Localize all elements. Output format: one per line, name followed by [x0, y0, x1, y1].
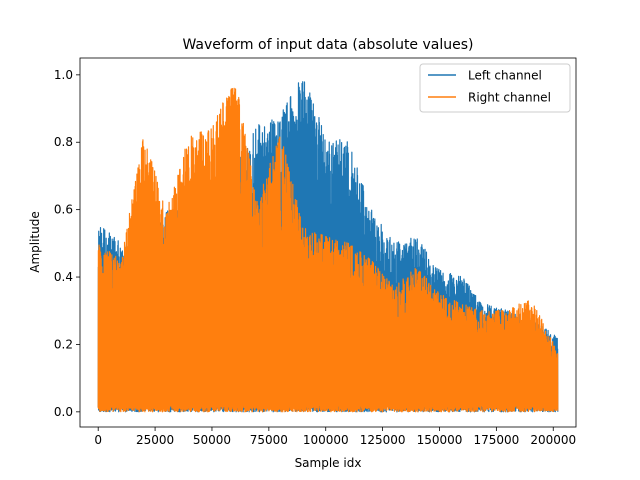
legend: Left channel Right channel: [419, 63, 571, 113]
x-tick-label: 50000: [193, 433, 231, 447]
x-tick-label: 0: [94, 433, 102, 447]
x-axis: 0 25000 50000 75000 100000 125000 150000 175000…: [94, 427, 576, 447]
chart-title: Waveform of input data (absolute values): [182, 37, 473, 53]
legend-label-left-channel: Left channel: [468, 69, 542, 83]
y-tick-label: 0.2: [54, 337, 73, 351]
x-tick-label: 100000: [303, 433, 349, 447]
axes-frame: [79, 57, 577, 428]
x-tick-label: 175000: [473, 433, 519, 447]
y-tick-label: 0.6: [54, 203, 73, 217]
series-line-right-channel: [97, 87, 559, 413]
x-tick-label: 200000: [530, 433, 576, 447]
legend-box: [419, 63, 571, 113]
y-axis-label: Amplitude: [28, 211, 42, 273]
y-tick-label: 0.0: [54, 405, 73, 419]
y-tick-label: 0.8: [54, 135, 73, 149]
x-tick-label: 125000: [360, 433, 406, 447]
legend-label-right-channel: Right channel: [468, 91, 551, 105]
x-tick-label: 25000: [136, 433, 174, 447]
x-axis-label: Sample idx: [295, 456, 362, 470]
x-tick-label: 150000: [417, 433, 463, 447]
plot-area: [97, 81, 559, 413]
x-tick-label: 75000: [250, 433, 288, 447]
y-tick-label: 1.0: [54, 68, 73, 82]
y-axis: 0.0 0.2 0.4 0.6 0.8 1.0: [54, 68, 80, 419]
y-tick-label: 0.4: [54, 270, 73, 284]
